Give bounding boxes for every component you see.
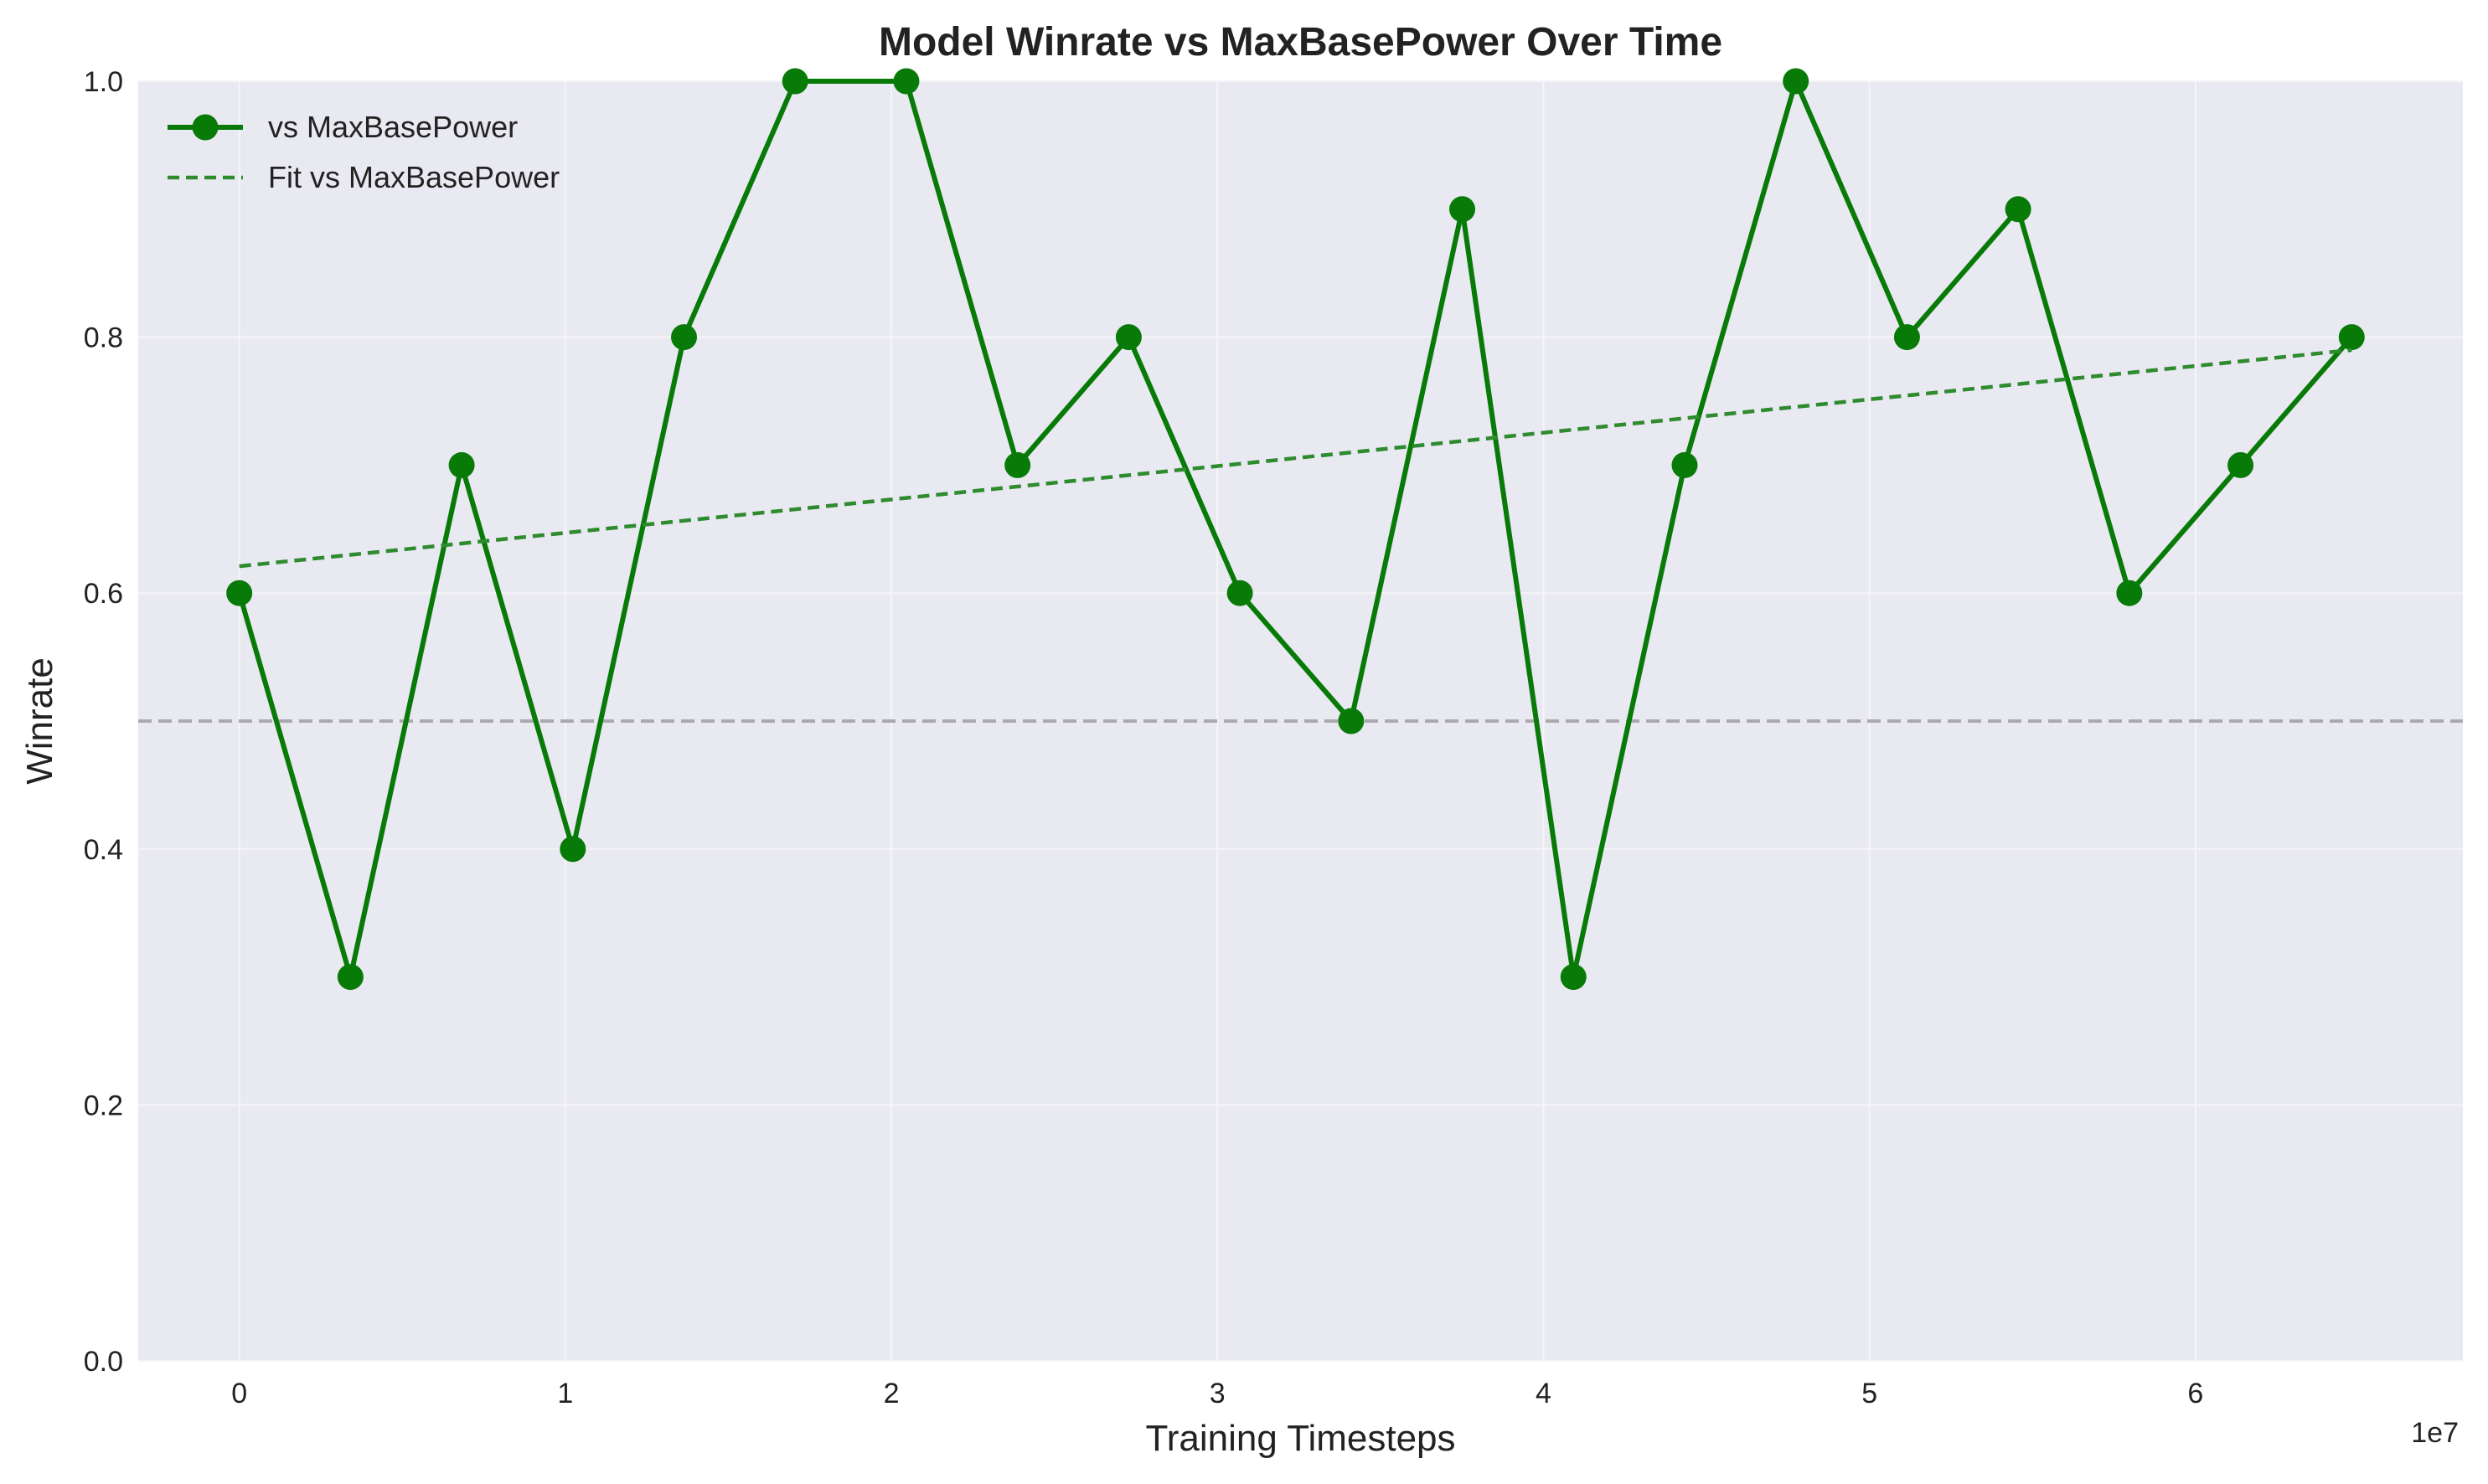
x-tick-label: 3 [1210, 1378, 1226, 1409]
data-point [2227, 451, 2254, 478]
x-tick-label: 2 [884, 1378, 900, 1409]
y-tick-label: 1.0 [84, 66, 123, 98]
data-point [560, 836, 586, 863]
x-axis-label: Training Timesteps [1145, 1418, 1455, 1459]
data-point [2116, 580, 2143, 606]
legend-item-main-series: vs MaxBasePower [168, 110, 518, 144]
data-point [1449, 196, 1476, 223]
legend-label-main-series: vs MaxBasePower [268, 110, 518, 144]
series-layer [226, 68, 2365, 991]
y-tick-label: 0.6 [84, 578, 123, 610]
y-axis-label: Winrate [19, 657, 60, 785]
tick-labels: 0 1 2 3 4 5 6 0.0 0.2 0.4 0.6 0.8 1.0 [84, 66, 2204, 1409]
x-tick-label: 4 [1536, 1378, 1551, 1409]
data-point [1004, 451, 1031, 478]
data-point [1893, 324, 1920, 351]
y-tick-label: 0.8 [84, 322, 123, 354]
data-point [1338, 708, 1365, 734]
data-point [1226, 580, 1253, 606]
x-tick-label: 5 [1861, 1378, 1877, 1409]
x-tick-label: 0 [231, 1378, 247, 1409]
legend-item-fit-series: Fit vs MaxBasePower [168, 160, 560, 194]
data-point [1560, 964, 1587, 991]
x-axis-offset-label: 1e7 [2411, 1417, 2459, 1449]
data-point [1115, 324, 1142, 351]
data-point [893, 68, 920, 95]
data-point [337, 964, 364, 991]
data-point [2338, 324, 2365, 351]
y-tick-label: 0.0 [84, 1346, 123, 1378]
data-point [782, 68, 808, 95]
x-tick-label: 6 [2187, 1378, 2203, 1409]
y-tick-label: 0.4 [84, 834, 123, 866]
data-point [671, 324, 698, 351]
data-point [2005, 196, 2031, 223]
data-point [1671, 451, 1698, 478]
data-point [226, 580, 253, 606]
chart-title: Model Winrate vs MaxBasePower Over Time [879, 20, 1722, 64]
data-point [448, 451, 475, 478]
legend: vs MaxBasePower Fit vs MaxBasePower [168, 110, 560, 194]
series-line-fit [239, 348, 2352, 569]
x-tick-label: 1 [557, 1378, 573, 1409]
legend-marker-main-series [192, 114, 219, 141]
y-tick-label: 0.2 [84, 1090, 123, 1121]
data-point [1783, 68, 1809, 95]
series-line-main [236, 79, 2354, 980]
legend-label-fit-series: Fit vs MaxBasePower [268, 160, 560, 194]
